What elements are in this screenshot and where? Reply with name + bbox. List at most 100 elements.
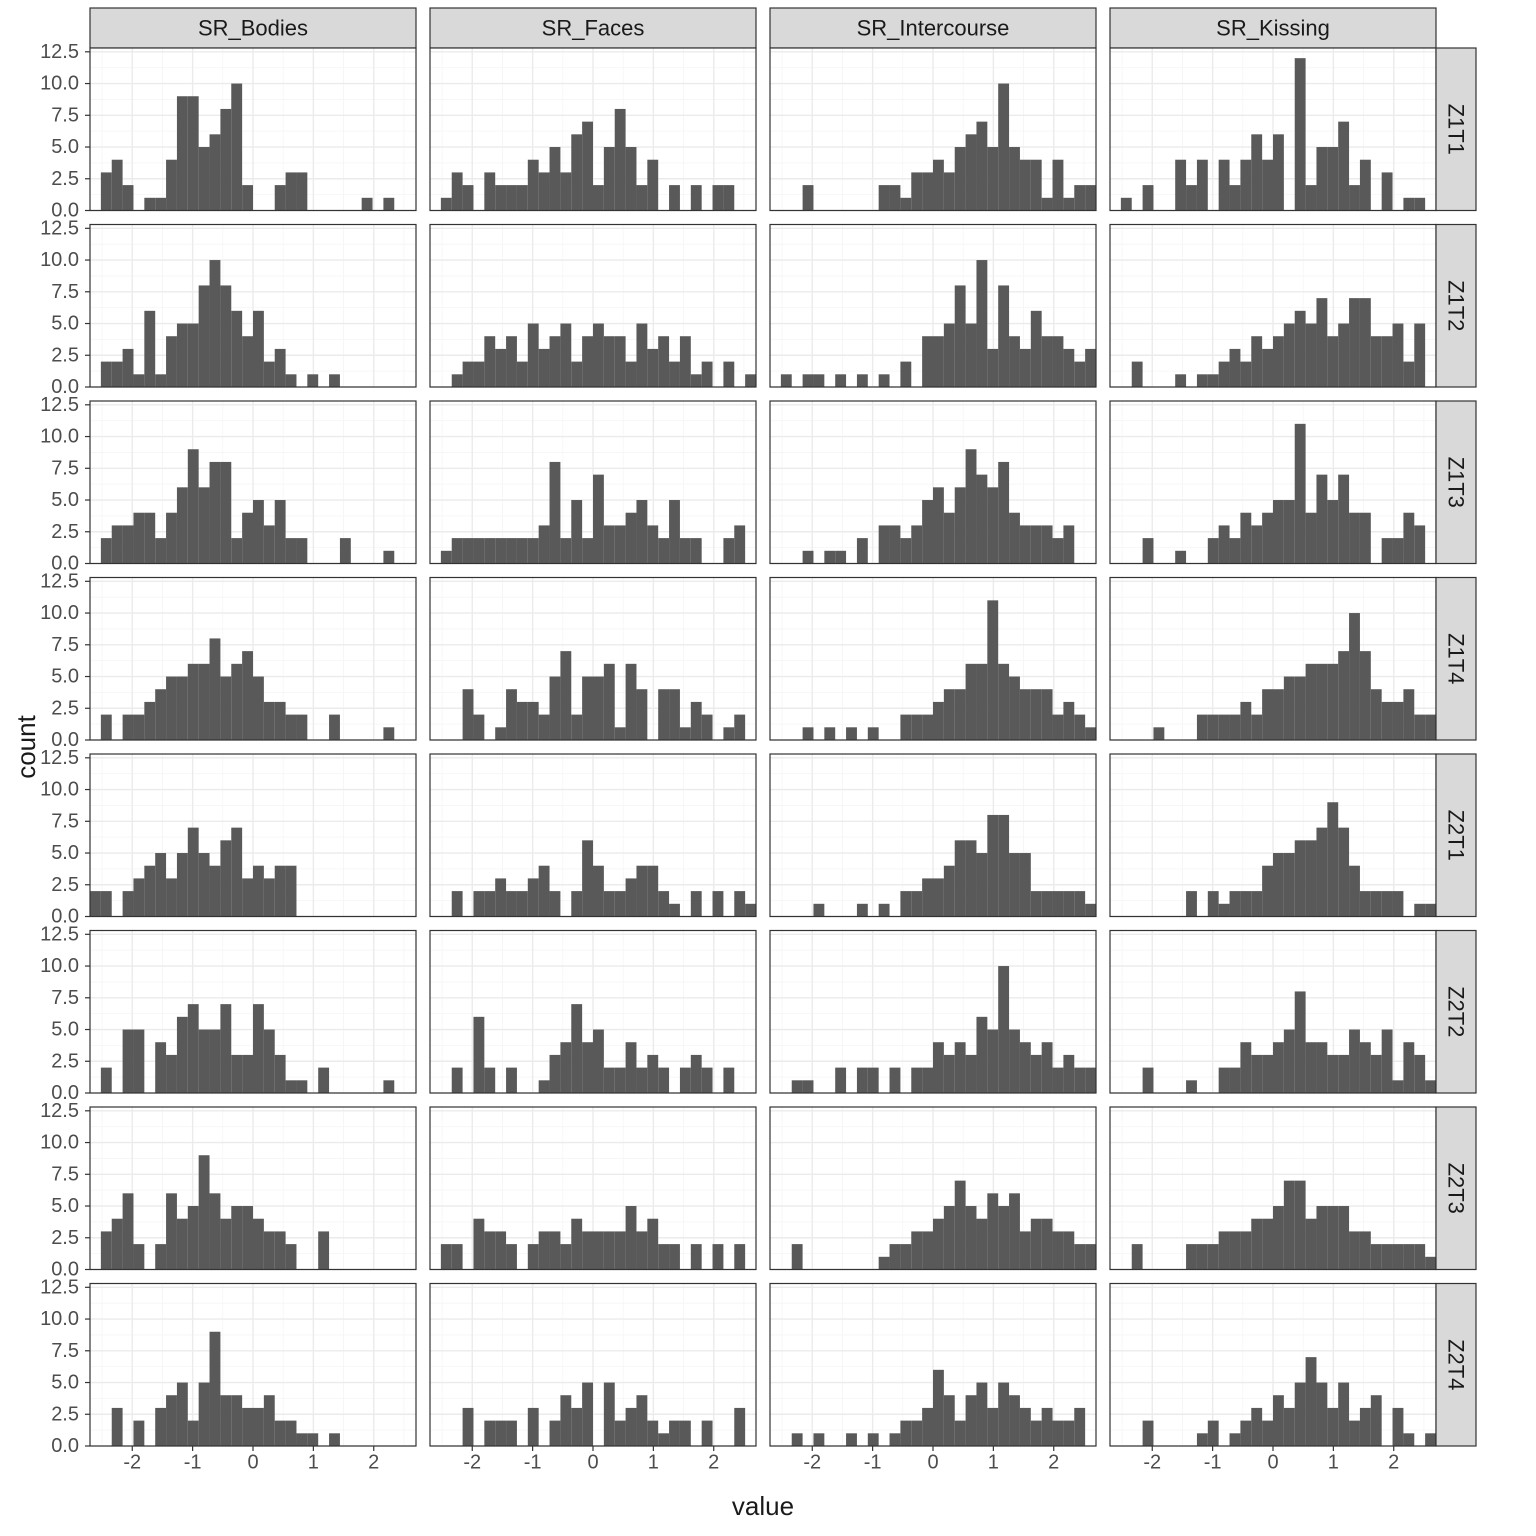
histogram-bar xyxy=(1063,891,1074,916)
histogram-bar xyxy=(824,551,835,564)
histogram-bar xyxy=(658,689,669,740)
x-tick-label: -2 xyxy=(1143,1452,1161,1474)
histogram-bar xyxy=(1403,1244,1414,1269)
x-tick-label: 0 xyxy=(247,1452,258,1474)
histogram-bar xyxy=(1143,185,1154,210)
histogram-bar xyxy=(615,525,626,563)
histogram-bar xyxy=(1230,1433,1241,1446)
histogram-bar xyxy=(253,1408,264,1446)
histogram-bar xyxy=(329,374,340,387)
y-tick-label: 12.5 xyxy=(40,41,79,63)
histogram-bar xyxy=(275,1231,286,1269)
histogram-bar xyxy=(1338,324,1349,387)
panel xyxy=(770,401,1096,564)
histogram-bar xyxy=(550,147,561,210)
histogram-bar xyxy=(506,1244,517,1269)
histogram-bar xyxy=(734,891,745,916)
panel xyxy=(430,401,756,564)
histogram-bar xyxy=(1208,1421,1219,1446)
histogram-bar xyxy=(1382,891,1393,916)
histogram-bar xyxy=(210,134,221,210)
histogram-bar xyxy=(1327,1206,1338,1269)
histogram-bar xyxy=(1240,891,1251,916)
panel: 0.02.55.07.510.012.5 xyxy=(40,217,416,398)
histogram-bar xyxy=(1414,198,1425,211)
panel: 0.02.55.07.510.012.5-2-1012 xyxy=(40,1276,416,1473)
histogram-bar xyxy=(890,1433,901,1446)
histogram-bar xyxy=(199,1383,210,1446)
histogram-bar xyxy=(1063,349,1074,387)
histogram-bar xyxy=(177,677,188,740)
histogram-bar xyxy=(966,134,977,210)
y-tick-label: 5.0 xyxy=(51,1372,79,1394)
histogram-bar xyxy=(155,374,166,387)
histogram-bar xyxy=(1031,525,1042,563)
histogram-bar xyxy=(792,1080,803,1093)
histogram-bar xyxy=(647,1219,658,1270)
histogram-bar xyxy=(857,1068,868,1093)
histogram-bar xyxy=(1382,1030,1393,1093)
histogram-bar xyxy=(658,538,669,563)
y-tick-label: 7.5 xyxy=(51,1163,79,1185)
histogram-bar xyxy=(604,147,615,210)
histogram-bar xyxy=(571,1219,582,1270)
histogram-bar xyxy=(1393,1244,1404,1269)
histogram-bar xyxy=(1009,147,1020,210)
histogram-bar xyxy=(560,651,571,740)
histogram-bar xyxy=(101,891,112,916)
histogram-bar xyxy=(286,538,297,563)
histogram-bar xyxy=(101,715,112,740)
histogram-bar xyxy=(636,1068,647,1093)
histogram-bar xyxy=(1316,1383,1327,1446)
histogram-bar xyxy=(1143,1068,1154,1093)
histogram-bar xyxy=(976,1219,987,1270)
histogram-bar xyxy=(383,1080,394,1093)
histogram-bar xyxy=(177,96,188,210)
histogram-bar xyxy=(998,84,1009,211)
histogram-bar xyxy=(944,172,955,210)
histogram-bar xyxy=(539,715,550,740)
panel: -2-1012 xyxy=(1110,1284,1436,1474)
histogram-bar xyxy=(1327,336,1338,387)
histogram-bar xyxy=(90,891,101,916)
histogram-bar xyxy=(571,134,582,210)
histogram-bar xyxy=(604,1068,615,1093)
histogram-bar xyxy=(506,1068,517,1093)
histogram-bar xyxy=(1042,336,1053,387)
histogram-bar xyxy=(1262,1219,1273,1270)
histogram-bar xyxy=(1063,525,1074,563)
x-tick-label: -1 xyxy=(864,1452,882,1474)
histogram-bar xyxy=(484,172,495,210)
histogram-bar xyxy=(1053,336,1064,387)
histogram-bar xyxy=(539,866,550,917)
histogram-bar xyxy=(813,904,824,917)
histogram-bar xyxy=(879,525,890,563)
histogram-bar xyxy=(1020,1042,1031,1093)
histogram-bar xyxy=(900,538,911,563)
histogram-bar xyxy=(296,715,307,740)
histogram-bar xyxy=(636,500,647,563)
histogram-bar xyxy=(813,374,824,387)
panel xyxy=(770,48,1096,211)
histogram-bar xyxy=(210,1332,221,1446)
histogram-bar xyxy=(484,1231,495,1269)
histogram-bar xyxy=(101,172,112,210)
histogram-bar xyxy=(1186,1244,1197,1269)
histogram-bar xyxy=(1219,362,1230,387)
histogram-bar xyxy=(922,1068,933,1093)
histogram-bar xyxy=(1053,1421,1064,1446)
histogram-bar xyxy=(1219,715,1230,740)
histogram-bar xyxy=(1240,1421,1251,1446)
histogram-bar xyxy=(1251,1408,1262,1446)
panel: 0.02.55.07.510.012.5 xyxy=(40,923,416,1104)
histogram-bar xyxy=(723,185,734,210)
histogram-bar xyxy=(702,1068,713,1093)
histogram-bar xyxy=(1175,551,1186,564)
y-tick-label: 12.5 xyxy=(40,1100,79,1122)
histogram-bar xyxy=(658,1068,669,1093)
histogram-bar xyxy=(539,525,550,563)
panel xyxy=(430,225,756,388)
histogram-bar xyxy=(264,1395,275,1446)
histogram-bar xyxy=(615,109,626,211)
histogram-bar xyxy=(911,172,922,210)
